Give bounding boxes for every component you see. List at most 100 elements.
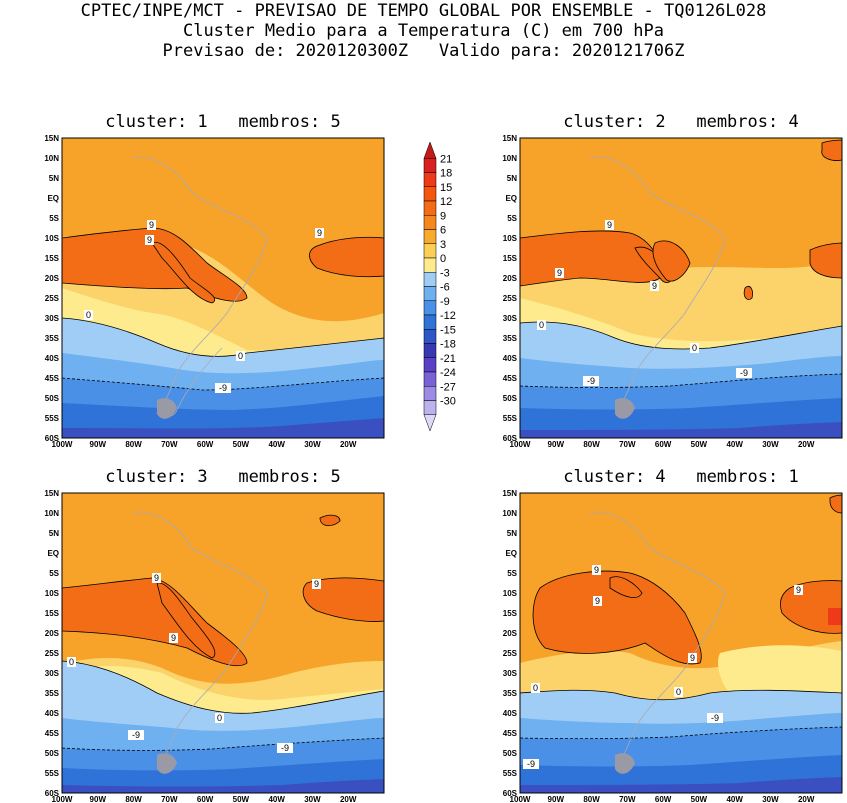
lat-tick-label: 15S bbox=[45, 609, 60, 618]
contour-label: 0 bbox=[539, 320, 544, 330]
lat-tick-label: 5N bbox=[49, 174, 59, 183]
lat-tick-label: 20S bbox=[503, 629, 518, 638]
contour-label: -9 bbox=[740, 368, 748, 378]
lon-tick-label: 40W bbox=[268, 795, 285, 802]
colorbar-swatch bbox=[423, 371, 437, 387]
lat-tick-label: 30S bbox=[503, 669, 518, 678]
lat-tick-label: 25S bbox=[45, 294, 60, 303]
contour-label: -9 bbox=[587, 376, 595, 386]
lat-tick-label: 35S bbox=[45, 334, 60, 343]
colorbar-label: 15 bbox=[440, 182, 452, 194]
colorbar-label: -30 bbox=[440, 396, 456, 408]
lat-tick-label: 20S bbox=[45, 274, 60, 283]
contour-label: 9 bbox=[796, 585, 801, 595]
lat-tick-label: 10S bbox=[503, 234, 518, 243]
contour-label: -9 bbox=[281, 743, 289, 753]
colorbar-swatch bbox=[423, 243, 437, 259]
lat-tick-label: 5S bbox=[507, 214, 517, 223]
lat-tick-label: 20S bbox=[45, 629, 60, 638]
contour-label: -9 bbox=[132, 730, 140, 740]
lat-tick-label: 15S bbox=[45, 254, 60, 263]
colorbar-label: -18 bbox=[440, 339, 456, 351]
lat-tick-label: 45S bbox=[45, 374, 60, 383]
lon-tick-label: 90W bbox=[548, 795, 565, 802]
lon-tick-label: 80W bbox=[583, 440, 600, 447]
lon-tick-label: 60W bbox=[197, 795, 214, 802]
lon-tick-label: 100W bbox=[52, 795, 73, 802]
colorbar-label: -6 bbox=[440, 282, 450, 294]
lat-tick-label: 5N bbox=[49, 529, 59, 538]
lon-tick-label: 60W bbox=[655, 440, 672, 447]
colorbar-label: 21 bbox=[440, 153, 452, 165]
contour-label: 0 bbox=[676, 687, 681, 697]
panel-2-title: cluster: 2 membros: 4 bbox=[563, 112, 799, 132]
panel-4-map: 15N 10N 5N EQ 5S 10S 15S 20S 25S 30S 35S 40S 45S 50S 5… bbox=[502, 489, 843, 802]
colorbar-label: -12 bbox=[440, 310, 456, 322]
contour-label: -9 bbox=[527, 759, 535, 769]
colorbar-label: 9 bbox=[440, 210, 446, 222]
panel-3-title: cluster: 3 membros: 5 bbox=[105, 467, 341, 487]
contour-label: 9 bbox=[652, 281, 657, 291]
lat-tick-label: 40S bbox=[503, 354, 518, 363]
lon-tick-label: 80W bbox=[583, 795, 600, 802]
lat-tick-label: 50S bbox=[503, 749, 518, 758]
lat-tick-label: 50S bbox=[45, 394, 60, 403]
contour-label: 0 bbox=[238, 351, 243, 361]
lon-tick-label: 50W bbox=[691, 795, 708, 802]
lat-tick-label: 30S bbox=[45, 669, 60, 678]
lat-tick-label: 25S bbox=[503, 649, 518, 658]
lon-tick-label: 40W bbox=[726, 795, 743, 802]
lon-tick-label: 50W bbox=[691, 440, 708, 447]
colorbar-swatch bbox=[423, 343, 437, 358]
lon-tick-label: 20W bbox=[340, 440, 357, 447]
lon-tick-label: 70W bbox=[619, 795, 636, 802]
lat-tick-label: 60S bbox=[45, 789, 60, 798]
header-line-1: CPTEC/INPE/MCT - PREVISAO DE TEMPO GLOBA… bbox=[80, 1, 767, 21]
lat-tick-label: 5S bbox=[507, 569, 517, 578]
colorbar-label: -3 bbox=[440, 267, 450, 279]
header-line-3: Previsao de: 2020120300Z Valido para: 20… bbox=[162, 41, 685, 61]
colorbar-label: 0 bbox=[440, 253, 446, 265]
colorbar-swatch bbox=[423, 200, 437, 216]
contour-label: 0 bbox=[86, 310, 91, 320]
colorbar-swatch bbox=[423, 257, 437, 273]
lon-tick-label: 70W bbox=[161, 795, 178, 802]
colorbar-swatch bbox=[423, 272, 437, 287]
colorbar-label: -9 bbox=[440, 296, 450, 308]
lat-tick-label: 35S bbox=[503, 689, 518, 698]
colorbar-label: 18 bbox=[440, 168, 452, 180]
lat-tick-label: 15S bbox=[503, 609, 518, 618]
lat-tick-label: EQ bbox=[505, 549, 517, 558]
colorbar-label: 6 bbox=[440, 225, 446, 237]
lon-tick-label: 30W bbox=[762, 440, 779, 447]
lon-tick-label: 20W bbox=[798, 440, 815, 447]
lat-tick-label: 40S bbox=[45, 709, 60, 718]
lat-tick-label: 50S bbox=[503, 394, 518, 403]
lat-tick-label: 15N bbox=[502, 134, 517, 143]
lon-tick-label: 60W bbox=[197, 440, 214, 447]
contour-label: 0 bbox=[692, 343, 697, 353]
lat-tick-label: 55S bbox=[503, 414, 518, 423]
lat-tick-label: 55S bbox=[45, 414, 60, 423]
contour-label: 9 bbox=[314, 579, 319, 589]
contour-label: 9 bbox=[690, 653, 695, 663]
contour-label: 9 bbox=[154, 573, 159, 583]
lon-tick-label: 70W bbox=[619, 440, 636, 447]
lat-tick-label: EQ bbox=[47, 549, 59, 558]
lon-tick-label: 80W bbox=[125, 440, 142, 447]
lat-tick-label: 10N bbox=[502, 509, 517, 518]
lat-tick-label: 60S bbox=[503, 434, 518, 443]
colorbar-swatch bbox=[423, 414, 437, 432]
lat-tick-label: 5S bbox=[49, 214, 59, 223]
lon-tick-label: 90W bbox=[90, 440, 107, 447]
lon-tick-label: 90W bbox=[548, 440, 565, 447]
contour-label: 0 bbox=[533, 683, 538, 693]
lat-tick-label: 5N bbox=[507, 174, 517, 183]
lat-tick-label: 10S bbox=[45, 589, 60, 598]
contour-label: 9 bbox=[607, 220, 612, 230]
colorbar-label: -15 bbox=[440, 324, 456, 336]
lon-tick-label: 70W bbox=[161, 440, 178, 447]
panel-4-title: cluster: 4 membros: 1 bbox=[563, 467, 799, 487]
lat-tick-label: 40S bbox=[45, 354, 60, 363]
colorbar-swatch bbox=[423, 400, 437, 415]
